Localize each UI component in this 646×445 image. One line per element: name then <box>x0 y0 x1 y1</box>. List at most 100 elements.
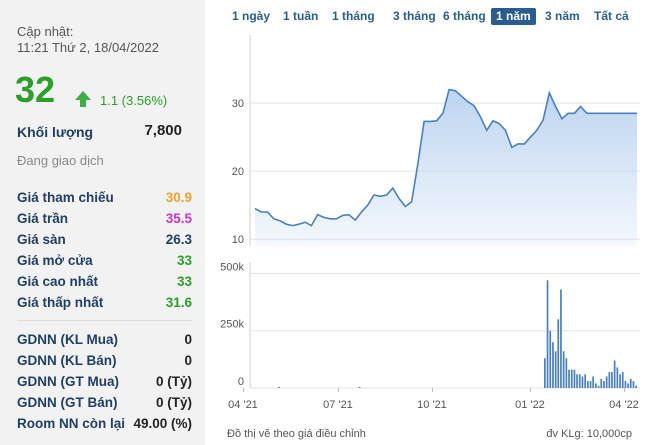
volume-bar <box>578 374 581 388</box>
volume-bar <box>592 376 594 388</box>
row-foreign-sell-vol: GDNN (KL Bán) 0 <box>17 353 192 373</box>
volume-bar <box>560 289 562 388</box>
volume-bar <box>549 330 552 388</box>
row-ref-price: Giá tham chiếu 30.9 <box>17 190 192 210</box>
volume-bar <box>605 376 608 388</box>
tab-1-week[interactable]: 1 tuần <box>283 9 319 23</box>
row-value: 0 (Tỷ) <box>155 374 192 389</box>
row-value: 0 (Tỷ) <box>155 395 192 410</box>
row-value: 26.3 <box>165 232 192 247</box>
row-value: 33 <box>176 274 192 289</box>
row-foreign-sell-val: GDNN (GT Bán) 0 (Tỷ) <box>17 395 192 415</box>
x-tick-label: 04 '21 <box>228 399 258 411</box>
volume-bar <box>573 369 576 388</box>
footer-note: Đồ thị vẽ theo giá điều chỉnh <box>227 428 366 440</box>
tab-1-day[interactable]: 1 ngày <box>232 9 271 23</box>
volume-bar <box>584 374 586 388</box>
volume-value: 7,800 <box>144 122 182 139</box>
volume-bar <box>358 386 361 388</box>
price-line <box>254 88 637 227</box>
volume-bar <box>554 351 557 388</box>
row-value: 31.6 <box>165 295 192 310</box>
volume-bar <box>581 376 584 388</box>
current-price: 32 <box>15 69 56 110</box>
volume-label: Khối lượng <box>17 124 94 140</box>
range-tabs: 1 ngày 1 tuần 1 tháng 3 tháng 6 tháng 1 … <box>205 0 646 32</box>
volume-bar <box>613 360 616 388</box>
volume-bar <box>629 378 632 388</box>
row-foreign-buy-val: GDNN (GT Mua) 0 (Tỷ) <box>17 374 192 394</box>
row-label: Giá sàn <box>17 232 66 247</box>
volume-bar <box>603 381 605 388</box>
volume-tick-label: 500k <box>220 261 244 273</box>
volume-bar <box>570 369 573 388</box>
volume-bar <box>619 374 621 388</box>
x-tick-label: 01 '22 <box>515 399 545 411</box>
row-value: 33 <box>176 253 192 268</box>
volume-bar <box>624 381 627 388</box>
row-label: Giá tham chiếu <box>17 190 114 205</box>
volume-bar <box>627 383 629 388</box>
row-foreign-buy-vol: GDNN (KL Mua) 0 <box>17 332 192 352</box>
price-tick-label: 30 <box>232 98 244 110</box>
price-change: 1.1 (3.56%) <box>100 93 168 108</box>
x-tick-label: 07 '21 <box>323 399 353 411</box>
trading-status: Đang giao dịch <box>17 153 104 168</box>
volume-bar <box>557 319 560 388</box>
row-label: GDNN (KL Bán) <box>17 353 117 368</box>
volume-bar <box>568 369 570 388</box>
volume-bar <box>597 385 600 388</box>
volume-bar <box>544 358 546 388</box>
tab-all[interactable]: Tất cả <box>594 9 629 23</box>
row-low-price: Giá thấp nhất 31.6 <box>17 295 192 315</box>
tab-3-years[interactable]: 3 năm <box>545 9 580 23</box>
update-time: 11:21 Thứ 2, 18/04/2022 <box>17 40 159 55</box>
row-foreign-room: Room NN còn lại 49.00 (%) <box>17 416 192 436</box>
volume-bar <box>621 372 624 388</box>
tab-3-months[interactable]: 3 tháng <box>393 9 436 23</box>
volume-bar <box>595 383 597 388</box>
row-open-price: Giá mở cửa 33 <box>17 253 192 273</box>
row-floor-price: Giá sàn 26.3 <box>17 232 192 252</box>
info-panel: Cập nhật: 11:21 Thứ 2, 18/04/2022 32 1.1… <box>0 0 205 445</box>
volume-bar <box>562 351 565 388</box>
row-high-price: Giá cao nhất 33 <box>17 274 192 294</box>
volume-bar <box>632 381 635 388</box>
tab-1-month[interactable]: 1 tháng <box>332 9 375 23</box>
row-value: 30.9 <box>165 190 192 205</box>
row-label: Giá trần <box>17 211 69 226</box>
price-area <box>255 89 637 246</box>
divider <box>17 320 192 321</box>
volume-bar <box>587 381 589 388</box>
volume-bar <box>635 385 637 388</box>
x-tick-label: 10 '21 <box>417 399 447 411</box>
volume-tick-label: 250k <box>220 319 244 331</box>
volume-bar <box>608 372 611 388</box>
volume-bar <box>616 367 619 388</box>
volume-bar <box>565 358 568 388</box>
price-tick-label: 20 <box>232 166 244 178</box>
row-ceiling-price: Giá trần 35.5 <box>17 211 192 231</box>
update-label: Cập nhật: <box>17 24 74 39</box>
row-label: Giá cao nhất <box>17 274 99 289</box>
row-label: Room NN còn lại <box>17 416 126 431</box>
row-label: Giá thấp nhất <box>17 295 104 310</box>
volume-bar <box>611 372 613 388</box>
tab-6-months[interactable]: 6 tháng <box>443 9 486 23</box>
volume-bar <box>278 386 280 388</box>
row-label: GDNN (GT Bán) <box>17 395 118 410</box>
volume-unit: đv KLg: 10,000cp <box>546 428 632 440</box>
row-label: Giá mở cửa <box>17 253 93 268</box>
row-value: 35.5 <box>165 211 192 226</box>
x-tick-label: 04 '22 <box>609 399 639 411</box>
volume-bar <box>546 280 549 388</box>
volume-tick-label: 0 <box>238 376 244 388</box>
row-value: 0 <box>184 332 192 347</box>
volume-bar <box>552 342 554 388</box>
tab-1-year[interactable]: 1 năm <box>491 8 536 25</box>
row-label: GDNN (KL Mua) <box>17 332 118 347</box>
up-arrow-icon <box>75 91 91 107</box>
row-value: 49.00 (%) <box>133 416 192 431</box>
volume-bar <box>589 381 592 388</box>
